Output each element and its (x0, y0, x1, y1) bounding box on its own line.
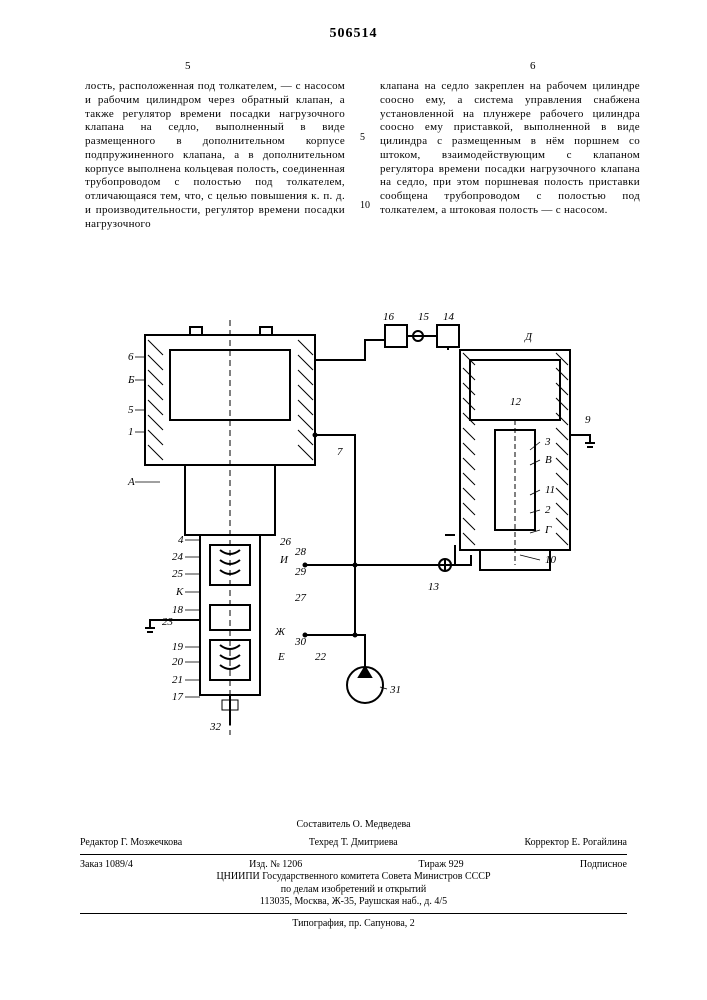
footer-corrector: Корректор Е. Рогайлина (524, 837, 627, 850)
footer-org2: по делам изобретений и открытий (80, 884, 627, 897)
lbl-B1: Б (127, 374, 135, 386)
lbl-18: 18 (172, 604, 184, 616)
footer-printer: Типография, пр. Сапунова, 2 (80, 918, 627, 931)
lbl-22: 22 (315, 651, 327, 663)
lbl-29: 29 (295, 566, 307, 578)
document-number: 506514 (0, 25, 707, 43)
lbl-14: 14 (443, 311, 455, 323)
lbl-30: 30 (294, 636, 307, 648)
lbl-28: 28 (295, 546, 307, 558)
lbl-31: 31 (389, 684, 401, 696)
lbl-I: И (279, 554, 289, 566)
lbl-24: 24 (172, 551, 184, 563)
lbl-D: Д (524, 331, 533, 343)
patent-figure: 6 Б 5 1 А 4 24 25 К 18 23 19 20 21 17 32… (100, 305, 600, 735)
lbl-A: А (127, 476, 135, 488)
footer-edition: Изд. № 1206 (249, 859, 302, 872)
page-number-left: 5 (185, 60, 191, 74)
lbl-19: 19 (172, 641, 184, 653)
lbl-K: К (175, 586, 184, 598)
page-number-right: 6 (530, 60, 536, 74)
lbl-5: 5 (128, 404, 134, 416)
footer-address: 113035, Москва, Ж-35, Раушская наб., д. … (80, 896, 627, 909)
lbl-7: 7 (337, 446, 343, 458)
footer-compiler: Составитель О. Медведева (80, 819, 627, 832)
lbl-2: 2 (545, 504, 551, 516)
lbl-32: 32 (209, 721, 222, 733)
footer-org1: ЦНИИПИ Государственного комитета Совета … (80, 871, 627, 884)
lbl-6: 6 (128, 351, 134, 363)
lbl-10: 10 (545, 554, 557, 566)
lbl-3: 3 (544, 436, 551, 448)
page: 506514 5 6 лость, расположенная под толк… (0, 0, 707, 1000)
lbl-17: 17 (172, 691, 184, 703)
footer-editor: Редактор Г. Мозжечкова (80, 837, 182, 850)
footer: Составитель О. Медведева Редактор Г. Моз… (80, 819, 627, 931)
lbl-13: 13 (428, 581, 440, 593)
lbl-23: 23 (162, 616, 174, 628)
footer-order: Заказ 1089/4 (80, 859, 133, 872)
lbl-12: 12 (510, 396, 522, 408)
lbl-E: Е (277, 651, 285, 663)
margin-line-5: 5 (360, 132, 365, 145)
lbl-16: 16 (383, 311, 395, 323)
lbl-V: В (545, 454, 552, 466)
footer-tech-editor: Техред Т. Дмитриева (309, 837, 398, 850)
column-right: клапана на седло закреплен на рабочем ци… (380, 80, 640, 218)
footer-subscription: Подписное (580, 859, 627, 872)
lbl-27: 27 (295, 592, 307, 604)
lbl-26: 26 (280, 536, 292, 548)
lbl-21: 21 (172, 674, 183, 686)
lbl-25: 25 (172, 568, 184, 580)
lbl-9: 9 (585, 414, 591, 426)
lbl-20: 20 (172, 656, 184, 668)
margin-line-10: 10 (360, 200, 370, 213)
footer-print-run: Тираж 929 (419, 859, 464, 872)
lbl-Zh: Ж (274, 626, 286, 638)
column-left: лость, расположенная под толкателем, — с… (85, 80, 345, 231)
lbl-15: 15 (418, 311, 430, 323)
figure-svg: 6 Б 5 1 А 4 24 25 К 18 23 19 20 21 17 32… (100, 305, 600, 735)
lbl-G: Г (544, 524, 552, 536)
lbl-4: 4 (178, 534, 184, 546)
lbl-11: 11 (545, 484, 555, 496)
lbl-1: 1 (128, 426, 134, 438)
